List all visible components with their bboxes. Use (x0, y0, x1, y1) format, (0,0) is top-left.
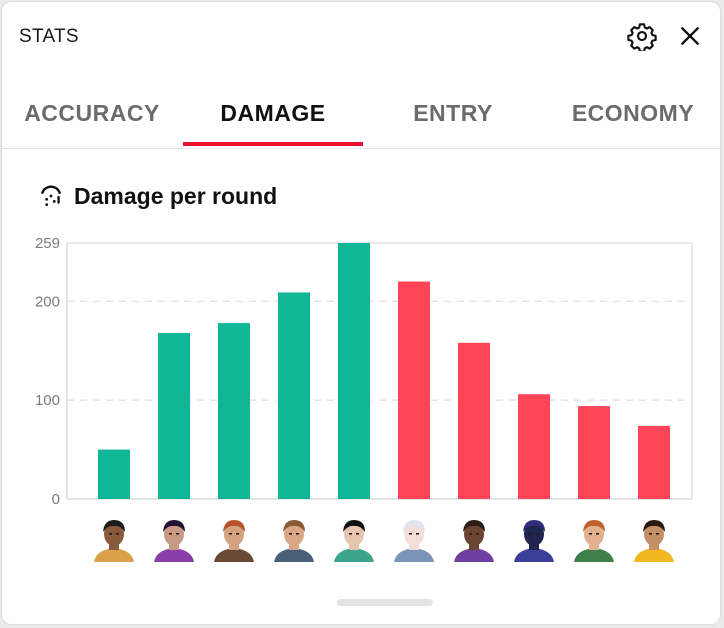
damage-bar-chart: 0 100 200 259 (35, 235, 693, 508)
section-header: Damage per round (38, 180, 277, 212)
bar-reyna (158, 332, 190, 499)
agent-avatar-row (2, 514, 720, 564)
section-title: Damage per round (74, 182, 278, 209)
y-tick-label: 259 (35, 235, 60, 252)
y-tick-label: 200 (35, 293, 60, 310)
close-icon (681, 27, 699, 45)
gear-icon (627, 23, 657, 51)
bar-phoenix (98, 449, 130, 499)
y-tick-label: 100 (35, 392, 60, 409)
bar-sova (278, 292, 310, 499)
bar-skye (578, 406, 610, 499)
panel-title: STATS (19, 26, 79, 47)
bar-brimstone (218, 323, 250, 499)
tab-bar: ACCURACY DAMAGE ENTRY ECONOMY (2, 78, 720, 149)
tab-economy[interactable]: ECONOMY (571, 99, 695, 126)
avatar-brimstone (210, 514, 258, 562)
bar-sage (338, 243, 370, 499)
panel-header: STATS (2, 2, 720, 72)
active-tab-indicator (183, 142, 363, 146)
bar-omen (518, 394, 550, 499)
avatar-reyna (150, 514, 198, 562)
bar-killjoy (638, 425, 670, 499)
scroll-handle[interactable] (337, 599, 433, 606)
avatar-raze (450, 514, 498, 562)
y-tick-label: 0 (52, 491, 60, 508)
close-button[interactable] (674, 20, 706, 52)
tab-damage[interactable]: DAMAGE (220, 99, 326, 126)
avatar-jett (390, 514, 438, 562)
crosshair-icon (41, 185, 61, 207)
settings-button[interactable] (626, 20, 658, 52)
bar-raze (458, 342, 490, 499)
avatar-skye (570, 514, 618, 562)
tab-accuracy[interactable]: ACCURACY (24, 99, 160, 126)
avatar-sage (330, 514, 378, 562)
avatar-omen (510, 514, 558, 562)
avatar-killjoy (630, 514, 678, 562)
tab-entry[interactable]: ENTRY (413, 99, 493, 126)
avatar-phoenix (90, 514, 138, 562)
avatar-sova (270, 514, 318, 562)
bar-jett (398, 281, 430, 499)
